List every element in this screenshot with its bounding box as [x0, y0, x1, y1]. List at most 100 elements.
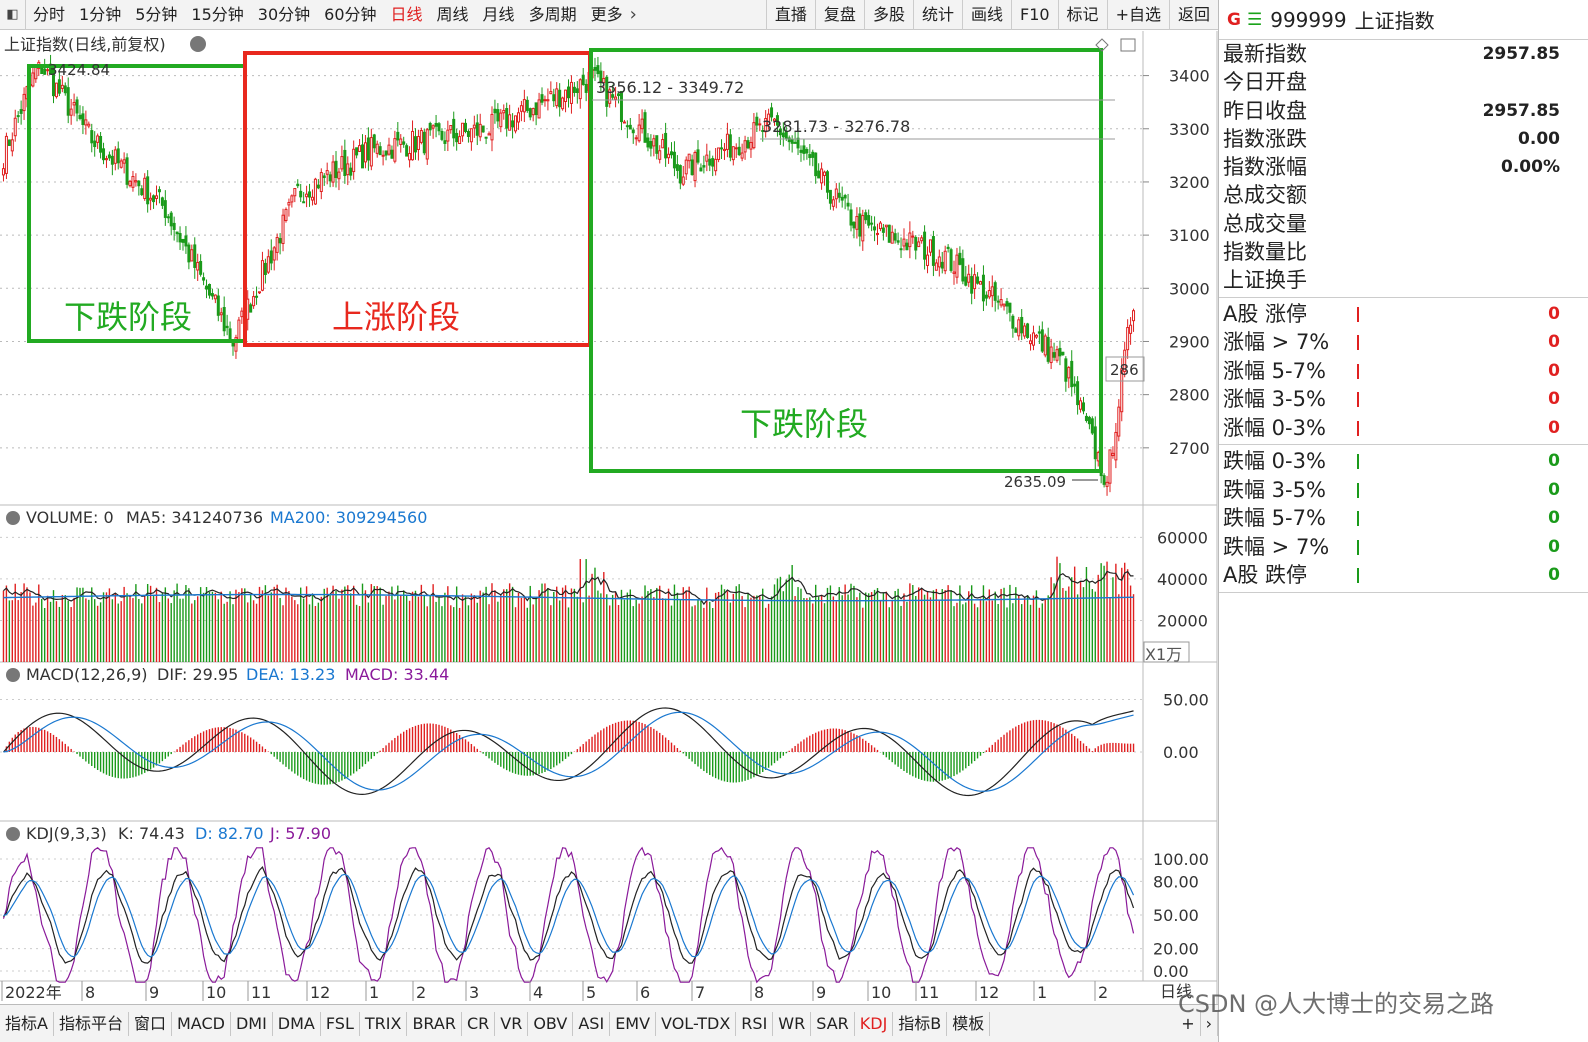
indicator-tab-8[interactable]: BRAR	[407, 1011, 462, 1036]
indicator-tab-13[interactable]: EMV	[610, 1011, 657, 1036]
period-tab-7[interactable]: 周线	[436, 4, 469, 24]
period-tab-10[interactable]: 更多	[590, 4, 623, 24]
period-tab-1[interactable]: 1分钟	[79, 4, 122, 24]
candle-body	[825, 171, 829, 193]
high-annotation: 3424.84	[48, 61, 110, 79]
candle-body	[110, 155, 114, 165]
indicator-tab-19[interactable]: 指标B	[893, 1011, 948, 1036]
candle	[905, 238, 909, 251]
candle-body	[466, 130, 470, 137]
candle	[152, 194, 156, 209]
indicator-tab-2[interactable]: 窗口	[129, 1011, 172, 1036]
toolbar-button-5[interactable]: F10	[1010, 0, 1058, 30]
toolbar-button-8[interactable]: 返回	[1168, 0, 1218, 30]
candle	[778, 126, 782, 146]
candle	[637, 114, 641, 143]
candle	[302, 192, 306, 204]
toolbar-button-1[interactable]: 复盘	[814, 0, 864, 30]
indicator-tab-9[interactable]: CR	[462, 1011, 496, 1036]
period-tab-8[interactable]: 月线	[482, 4, 515, 24]
candle	[487, 131, 491, 136]
candle	[278, 233, 282, 255]
toolbar-button-4[interactable]: 画线	[961, 0, 1011, 30]
candle	[1064, 356, 1068, 392]
candle	[1123, 341, 1127, 378]
quote-panel: G ☰ 999999 上证指数 最新指数 2957.85 今日开盘 昨日收盘 2957.…	[1218, 0, 1588, 1042]
candle	[240, 307, 244, 324]
menu-icon[interactable]: ☰	[1246, 9, 1263, 30]
candle	[1029, 334, 1033, 351]
add-indicator-button[interactable]: +	[1176, 1012, 1201, 1036]
indicator-tab-6[interactable]: FSL	[321, 1011, 360, 1036]
candle	[973, 264, 977, 299]
kline-chart[interactable]: 3400 3300 3200 3100 3000 2900 2800 2700 下跌阶段 上涨阶段…	[0, 31, 1218, 1004]
period-tab-5[interactable]: 60分钟	[324, 4, 377, 24]
candle	[308, 183, 312, 207]
indicator-tab-1[interactable]: 指标平台	[54, 1011, 129, 1036]
indicator-tab-18[interactable]: KDJ	[855, 1011, 894, 1036]
period-tab-3[interactable]: 15分钟	[191, 4, 244, 24]
indicator-tab-20[interactable]: 模板	[947, 1011, 991, 1036]
stat-row: A股 涨停 0	[1219, 300, 1588, 329]
candle-body	[767, 113, 771, 126]
toolbar-button-0[interactable]: 直播	[765, 0, 815, 30]
indicator-tab-12[interactable]: ASI	[573, 1011, 611, 1036]
toolbar-button-7[interactable]: +自选	[1106, 0, 1169, 30]
candle	[955, 247, 959, 284]
indicator-tab-16[interactable]: WR	[773, 1011, 812, 1036]
candle-body	[508, 114, 512, 131]
candle-body	[1084, 415, 1088, 421]
time-tick-label: 1	[369, 983, 379, 1002]
candle	[93, 131, 97, 157]
indicator-tab-7[interactable]: TRIX	[360, 1011, 408, 1036]
period-tab-0[interactable]: 分时	[33, 4, 66, 24]
candle-body	[764, 117, 768, 133]
toolbar-button-6[interactable]: 标记	[1057, 0, 1107, 30]
indicator-tab-0[interactable]: 指标A	[0, 1011, 54, 1036]
toolbar-button-3[interactable]: 统计	[912, 0, 962, 30]
candle	[775, 112, 779, 137]
candle	[1082, 396, 1085, 415]
candle	[755, 112, 759, 132]
stat-label: 跌幅 > 7%	[1223, 534, 1330, 559]
candle-body	[787, 137, 791, 143]
period-tab-4[interactable]: 30分钟	[257, 4, 311, 24]
sidebar-toggle-icon[interactable]: ◧	[0, 0, 26, 30]
period-tab-2[interactable]: 5分钟	[135, 4, 178, 24]
candle-body	[1096, 452, 1100, 462]
candle-body	[461, 122, 465, 137]
candle-body	[572, 86, 576, 93]
candle-body	[720, 147, 724, 150]
indicator-tab-3[interactable]: MACD	[172, 1011, 231, 1036]
indicator-tab-14[interactable]: VOL-TDX	[656, 1011, 737, 1036]
candle	[926, 246, 930, 274]
candle-body	[293, 188, 297, 197]
indicator-tab-15[interactable]: RSI	[736, 1011, 774, 1036]
period-tab-6[interactable]: 日线	[390, 4, 423, 24]
candle	[705, 143, 709, 172]
toolbar-button-2[interactable]: 多股	[863, 0, 913, 30]
more-indicator-button[interactable]: ›	[1201, 1012, 1218, 1036]
candle	[1108, 449, 1112, 493]
candle-body	[464, 122, 467, 132]
indicator-tab-10[interactable]: VR	[495, 1011, 529, 1036]
indicator-tab-4[interactable]: DMI	[231, 1011, 273, 1036]
period-tab-9[interactable]: 多周期	[528, 4, 577, 24]
indicator-tab-11[interactable]: OBV	[528, 1011, 574, 1036]
candle-body	[814, 152, 818, 177]
macd-dropdown-icon	[6, 668, 20, 682]
candle-body	[152, 195, 156, 203]
chevron-right-icon[interactable]: ›	[629, 3, 637, 25]
candle-body	[163, 200, 167, 218]
candle	[831, 196, 835, 211]
candle	[773, 117, 776, 126]
candle	[419, 127, 423, 145]
candle-body	[69, 108, 73, 116]
info-label: 昨日收盘	[1223, 98, 1307, 123]
candle	[569, 75, 573, 114]
indicator-tab-5[interactable]: DMA	[273, 1011, 321, 1036]
candle-body	[160, 197, 164, 206]
info-value: 2957.85	[1482, 100, 1560, 121]
indicator-tab-17[interactable]: SAR	[811, 1011, 855, 1036]
candle	[702, 155, 706, 174]
